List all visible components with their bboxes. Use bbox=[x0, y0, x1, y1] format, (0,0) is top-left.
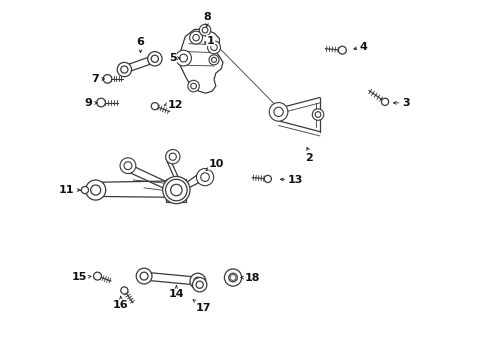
Circle shape bbox=[90, 185, 101, 195]
Circle shape bbox=[163, 176, 190, 204]
Circle shape bbox=[201, 173, 209, 181]
FancyBboxPatch shape bbox=[166, 179, 186, 202]
Circle shape bbox=[124, 162, 132, 170]
Circle shape bbox=[165, 149, 180, 164]
Circle shape bbox=[196, 281, 203, 288]
Circle shape bbox=[103, 75, 112, 83]
Text: 2: 2 bbox=[305, 153, 312, 163]
Circle shape bbox=[190, 273, 205, 289]
Text: 9: 9 bbox=[84, 98, 92, 108]
Text: 18: 18 bbox=[244, 273, 260, 283]
Circle shape bbox=[207, 41, 220, 54]
Text: 10: 10 bbox=[208, 159, 224, 169]
Circle shape bbox=[381, 98, 388, 105]
Circle shape bbox=[140, 272, 148, 280]
Text: 3: 3 bbox=[402, 98, 409, 108]
Text: 12: 12 bbox=[167, 100, 183, 110]
Circle shape bbox=[211, 57, 216, 62]
Text: 8: 8 bbox=[203, 12, 210, 22]
Circle shape bbox=[136, 268, 152, 284]
Circle shape bbox=[168, 182, 184, 198]
Circle shape bbox=[190, 83, 196, 89]
Text: 5: 5 bbox=[168, 53, 176, 63]
Circle shape bbox=[151, 103, 158, 110]
Circle shape bbox=[192, 35, 199, 41]
Circle shape bbox=[314, 112, 320, 117]
Circle shape bbox=[202, 27, 207, 33]
Circle shape bbox=[312, 109, 323, 120]
Circle shape bbox=[117, 62, 131, 77]
Circle shape bbox=[210, 44, 217, 50]
Circle shape bbox=[169, 153, 176, 160]
Circle shape bbox=[196, 168, 213, 186]
Circle shape bbox=[147, 51, 162, 66]
Circle shape bbox=[192, 278, 206, 292]
Circle shape bbox=[194, 277, 202, 285]
Circle shape bbox=[338, 46, 346, 54]
Circle shape bbox=[230, 275, 235, 280]
Text: 7: 7 bbox=[91, 74, 99, 84]
Circle shape bbox=[208, 55, 219, 65]
Circle shape bbox=[170, 184, 182, 196]
Circle shape bbox=[85, 180, 105, 200]
Circle shape bbox=[81, 186, 88, 194]
Text: 13: 13 bbox=[287, 175, 302, 185]
Circle shape bbox=[121, 66, 128, 73]
Circle shape bbox=[187, 80, 199, 92]
Text: 15: 15 bbox=[71, 272, 86, 282]
Circle shape bbox=[179, 54, 187, 62]
Circle shape bbox=[151, 55, 158, 62]
Text: 4: 4 bbox=[359, 42, 366, 52]
Circle shape bbox=[224, 269, 241, 286]
Circle shape bbox=[97, 98, 105, 107]
Circle shape bbox=[121, 287, 128, 294]
Circle shape bbox=[228, 273, 237, 282]
Circle shape bbox=[120, 158, 136, 174]
Circle shape bbox=[264, 175, 271, 183]
Text: 6: 6 bbox=[136, 37, 144, 47]
Circle shape bbox=[175, 50, 191, 66]
Circle shape bbox=[269, 103, 287, 121]
Text: 16: 16 bbox=[113, 300, 128, 310]
Text: 11: 11 bbox=[59, 185, 74, 195]
Circle shape bbox=[93, 272, 101, 280]
Circle shape bbox=[189, 31, 202, 44]
Circle shape bbox=[165, 179, 187, 201]
Text: 17: 17 bbox=[196, 303, 211, 312]
Text: 14: 14 bbox=[168, 289, 184, 300]
Text: 1: 1 bbox=[206, 36, 214, 45]
Circle shape bbox=[273, 107, 283, 117]
Circle shape bbox=[199, 24, 210, 36]
